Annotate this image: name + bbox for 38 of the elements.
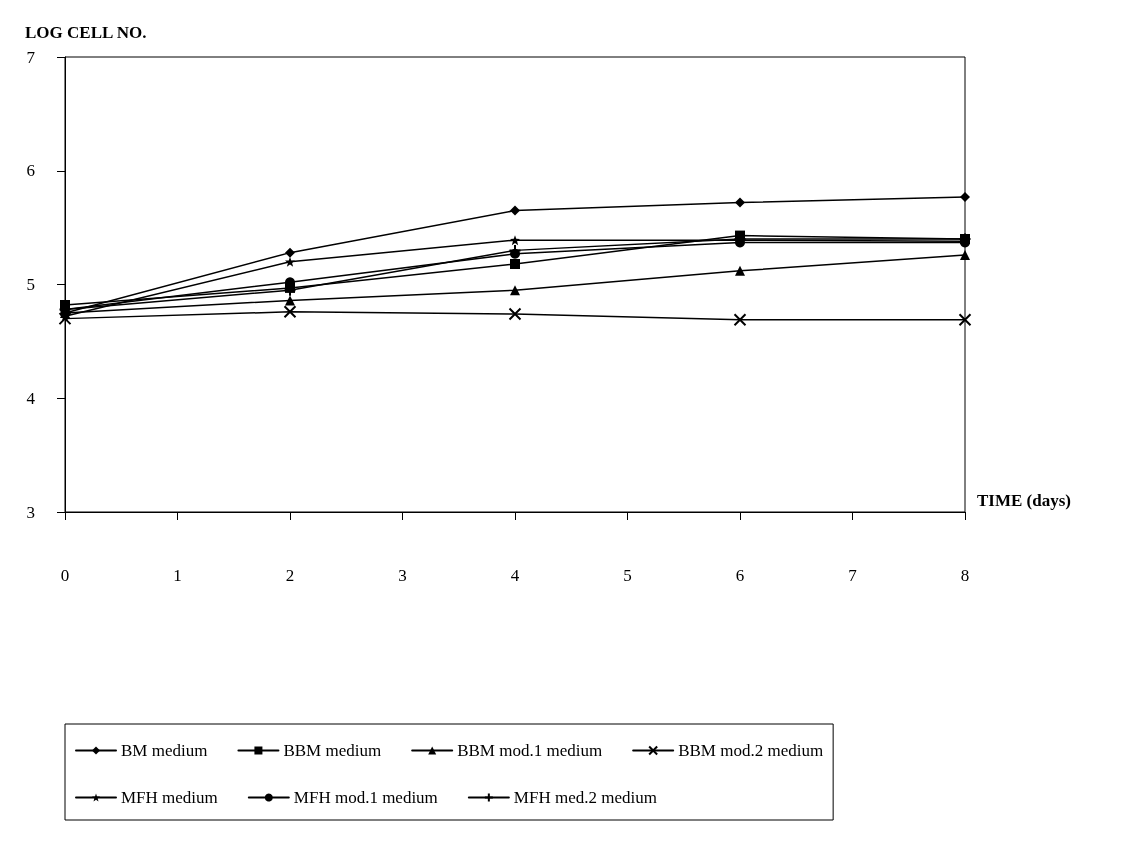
point <box>508 307 522 321</box>
point <box>960 249 970 260</box>
x-tick-label: 8 <box>960 566 970 585</box>
legend-label: BM medium <box>121 741 208 760</box>
point <box>958 313 972 327</box>
legend-label: BBM mod.2 medium <box>678 741 824 760</box>
x-tick-label: 1 <box>173 566 182 585</box>
point <box>510 235 520 246</box>
x-tick-label: 6 <box>735 566 745 585</box>
x-tick-label: 2 <box>285 566 295 585</box>
point <box>510 285 520 296</box>
point <box>510 259 520 270</box>
y-tick-label: 4 <box>26 388 36 408</box>
point <box>960 191 970 202</box>
legend-label: MFH mod.1 medium <box>293 788 438 807</box>
x-tick-label: 0 <box>60 566 70 585</box>
point <box>510 205 520 216</box>
y-tick-label: 5 <box>26 275 35 294</box>
legend-label: BBM mod.1 medium <box>457 741 603 760</box>
point <box>735 265 745 276</box>
legend-label: MFH med.2 medium <box>513 788 657 807</box>
point <box>735 197 745 208</box>
x-axis-title: TIME (days) <box>977 491 1071 510</box>
legend-label: MFH medium <box>121 788 218 807</box>
x-tick-label: 3 <box>398 566 407 585</box>
y-tick-label: 7 <box>26 47 36 67</box>
point <box>285 247 295 258</box>
x-tick-label: 5 <box>623 566 632 585</box>
y-tick-label: 6 <box>26 161 35 181</box>
y-tick-label: 3 <box>26 502 35 522</box>
point <box>283 305 297 319</box>
point <box>285 256 295 267</box>
x-tick-label: 7 <box>848 566 858 585</box>
point <box>733 313 747 327</box>
legend-label: BBM medium <box>283 741 382 760</box>
y-axis-title: LOG CELL NO. <box>25 23 147 42</box>
point <box>285 295 295 306</box>
x-tick-label: 4 <box>510 566 520 585</box>
